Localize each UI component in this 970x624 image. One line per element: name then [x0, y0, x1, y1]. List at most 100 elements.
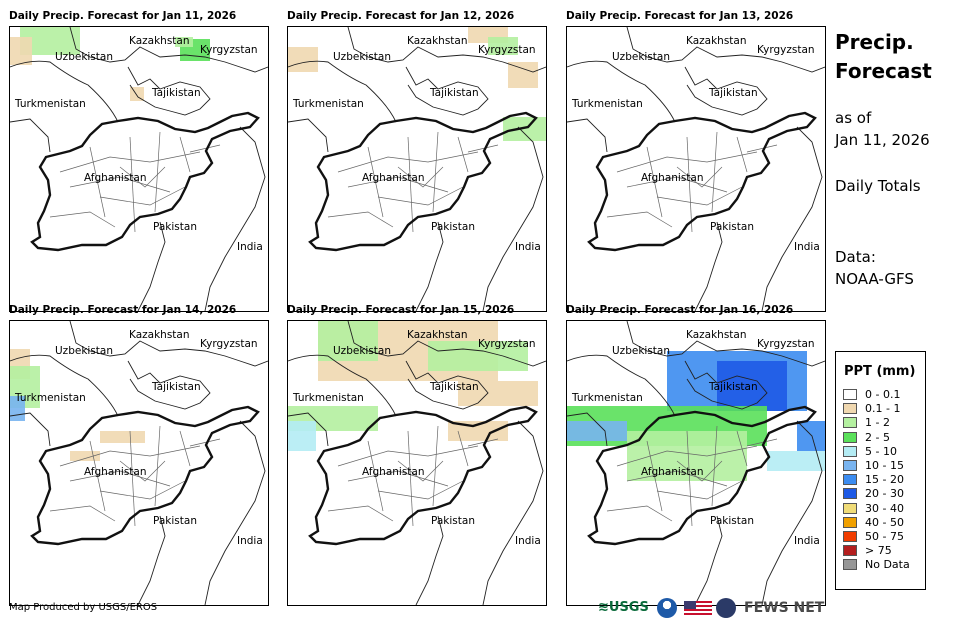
legend-swatch [843, 445, 857, 457]
precip-patch [458, 381, 538, 406]
province-boundary [69, 470, 171, 487]
province-boundary [377, 186, 464, 206]
province-boundary [397, 166, 444, 188]
legend-swatch [843, 431, 857, 443]
province-boundary [646, 440, 663, 512]
legend-label: 15 - 20 [865, 473, 904, 487]
as-of-label: as of [835, 109, 872, 127]
province-boundary [129, 136, 136, 233]
precip-patch [175, 37, 193, 47]
country-label-turkmenistan: Turkmenistan [15, 392, 86, 404]
country-label-india: India [237, 535, 263, 547]
country-label-uzbekistan: Uzbekistan [55, 51, 113, 63]
forecast-map-jan-11: Kazakhstan Kyrgyzstan Uzbekistan Tajikistan… [9, 26, 269, 312]
legend-label: 10 - 15 [865, 459, 904, 472]
province-boundary [432, 425, 439, 507]
country-label-turkmenistan: Turkmenistan [15, 98, 86, 110]
precip-patch [508, 62, 538, 88]
country-boundary [626, 27, 825, 73]
province-boundary [347, 470, 449, 487]
country-label-kyrgyzstan: Kyrgyzstan [200, 44, 258, 56]
map-canvas [567, 321, 825, 605]
fewsnet-logo: FEWS NET [744, 600, 825, 616]
country-boundary [415, 221, 444, 311]
country-label-uzbekistan: Uzbekistan [612, 51, 670, 63]
province-boundary [337, 151, 479, 173]
province-boundary [99, 186, 186, 206]
country-boundary [761, 420, 823, 605]
country-label-afghanistan: Afghanistan [641, 466, 704, 478]
country-boundary [288, 412, 329, 447]
country-boundary [10, 412, 51, 447]
map-canvas [288, 27, 546, 311]
legend-swatch [843, 545, 857, 557]
country-boundary [626, 321, 825, 367]
afghanistan-outline [30, 111, 260, 252]
country-label-uzbekistan: Uzbekistan [612, 345, 670, 357]
country-label-afghanistan: Afghanistan [84, 466, 147, 478]
country-boundary [10, 118, 51, 153]
forecast-map-jan-12: Kazakhstan Kyrgyzstan Uzbekistan Tajikistan… [287, 26, 547, 312]
province-boundary [129, 430, 136, 527]
country-label-uzbekistan: Uzbekistan [55, 345, 113, 357]
afghanistan-outline [308, 111, 538, 252]
province-boundary [616, 151, 758, 173]
afghanistan-outline [308, 405, 538, 546]
province-boundary [686, 136, 693, 233]
country-label-kazakhstan: Kazakhstan [407, 329, 468, 341]
precip-patch [10, 37, 32, 65]
province-boundary [686, 430, 693, 527]
country-label-india: India [237, 241, 263, 253]
country-label-afghanistan: Afghanistan [84, 172, 147, 184]
country-label-india: India [515, 535, 541, 547]
precip-patch [627, 431, 747, 481]
legend-label: 50 - 75 [865, 530, 904, 543]
legend-label: 20 - 30 [865, 487, 904, 501]
totals-label: Daily Totals [835, 177, 921, 195]
precip-patch [428, 341, 528, 371]
map-credit: Map Produced by USGS/EROS [9, 602, 158, 613]
country-label-kyrgyzstan: Kyrgyzstan [478, 338, 536, 350]
province-boundary [189, 438, 221, 447]
country-boundary [567, 412, 608, 447]
province-boundary [736, 430, 748, 467]
legend-swatch [843, 502, 857, 514]
country-label-pakistan: Pakistan [153, 515, 197, 527]
country-label-afghanistan: Afghanistan [641, 172, 704, 184]
province-boundary [337, 445, 479, 467]
province-boundary [467, 144, 499, 153]
province-boundary [676, 166, 723, 188]
country-label-kazakhstan: Kazakhstan [129, 329, 190, 341]
province-boundary [711, 425, 718, 507]
province-boundary [189, 144, 221, 153]
noaa-logo [657, 598, 677, 618]
country-boundary [204, 126, 266, 311]
forecast-map-jan-16: Kazakhstan Kyrgyzstan Uzbekistan Tajikistan… [566, 320, 826, 606]
map-canvas [10, 321, 268, 605]
map-canvas [288, 321, 546, 605]
province-boundary [49, 211, 116, 228]
country-boundary [482, 126, 544, 311]
country-boundary [482, 420, 544, 605]
sidebar-title-line2: Forecast [835, 59, 932, 83]
precip-patch [70, 451, 100, 461]
afghanistan-outline [30, 405, 260, 546]
province-boundary [119, 166, 166, 188]
legend-label: 40 - 50 [865, 515, 904, 529]
precip-patch [503, 117, 546, 141]
province-boundary [711, 131, 718, 213]
us-flag-logo [684, 601, 712, 616]
country-boundary [288, 60, 397, 123]
forecast-map-jan-15: Kazakhstan Kyrgyzstan Uzbekistan Tajikistan… [287, 320, 547, 606]
country-label-kyrgyzstan: Kyrgyzstan [757, 338, 815, 350]
legend-label: 1 - 2 [865, 416, 890, 430]
province-boundary [457, 430, 469, 467]
province-boundary [367, 440, 384, 512]
country-label-india: India [794, 535, 820, 547]
as-of-date: Jan 11, 2026 [835, 131, 930, 149]
province-boundary [407, 136, 414, 233]
precip-patch [717, 361, 787, 411]
country-label-kyrgyzstan: Kyrgyzstan [478, 44, 536, 56]
legend-title: PPT (mm) [844, 364, 916, 379]
country-label-uzbekistan: Uzbekistan [333, 51, 391, 63]
